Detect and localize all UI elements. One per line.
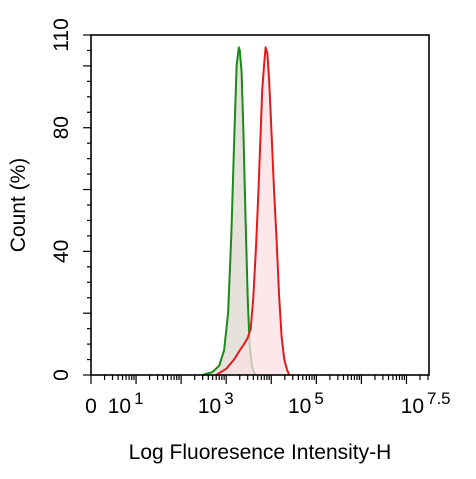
y-tick-label: 40 (50, 240, 73, 263)
x-tick-label: 10 (108, 395, 131, 418)
x-tick-exponent: 7.5 (427, 389, 451, 408)
x-axis-label: Log Fluoresence Intensity-H (129, 441, 392, 464)
y-axis-label: Count (%) (7, 158, 30, 253)
x-tick-exponent: 3 (224, 389, 233, 408)
series-layer (202, 46, 291, 376)
y-tick-label: 110 (50, 18, 73, 51)
x-axis: 0 10 1 10 3 10 5 10 7.5 (85, 375, 451, 418)
y-tick-label: 0 (50, 369, 73, 381)
y-axis: 0 40 80 110 (50, 18, 91, 381)
x-tick-label: 10 (401, 395, 424, 418)
x-tick-exponent: 1 (134, 389, 143, 408)
x-tick-label: 10 (198, 395, 221, 418)
series-2-line (215, 46, 291, 376)
x-tick-label: 0 (85, 395, 97, 418)
x-tick-label: 10 (288, 395, 311, 418)
x-tick-exponent: 5 (314, 389, 323, 408)
y-tick-label: 80 (50, 116, 73, 139)
series-1-area (202, 47, 256, 376)
